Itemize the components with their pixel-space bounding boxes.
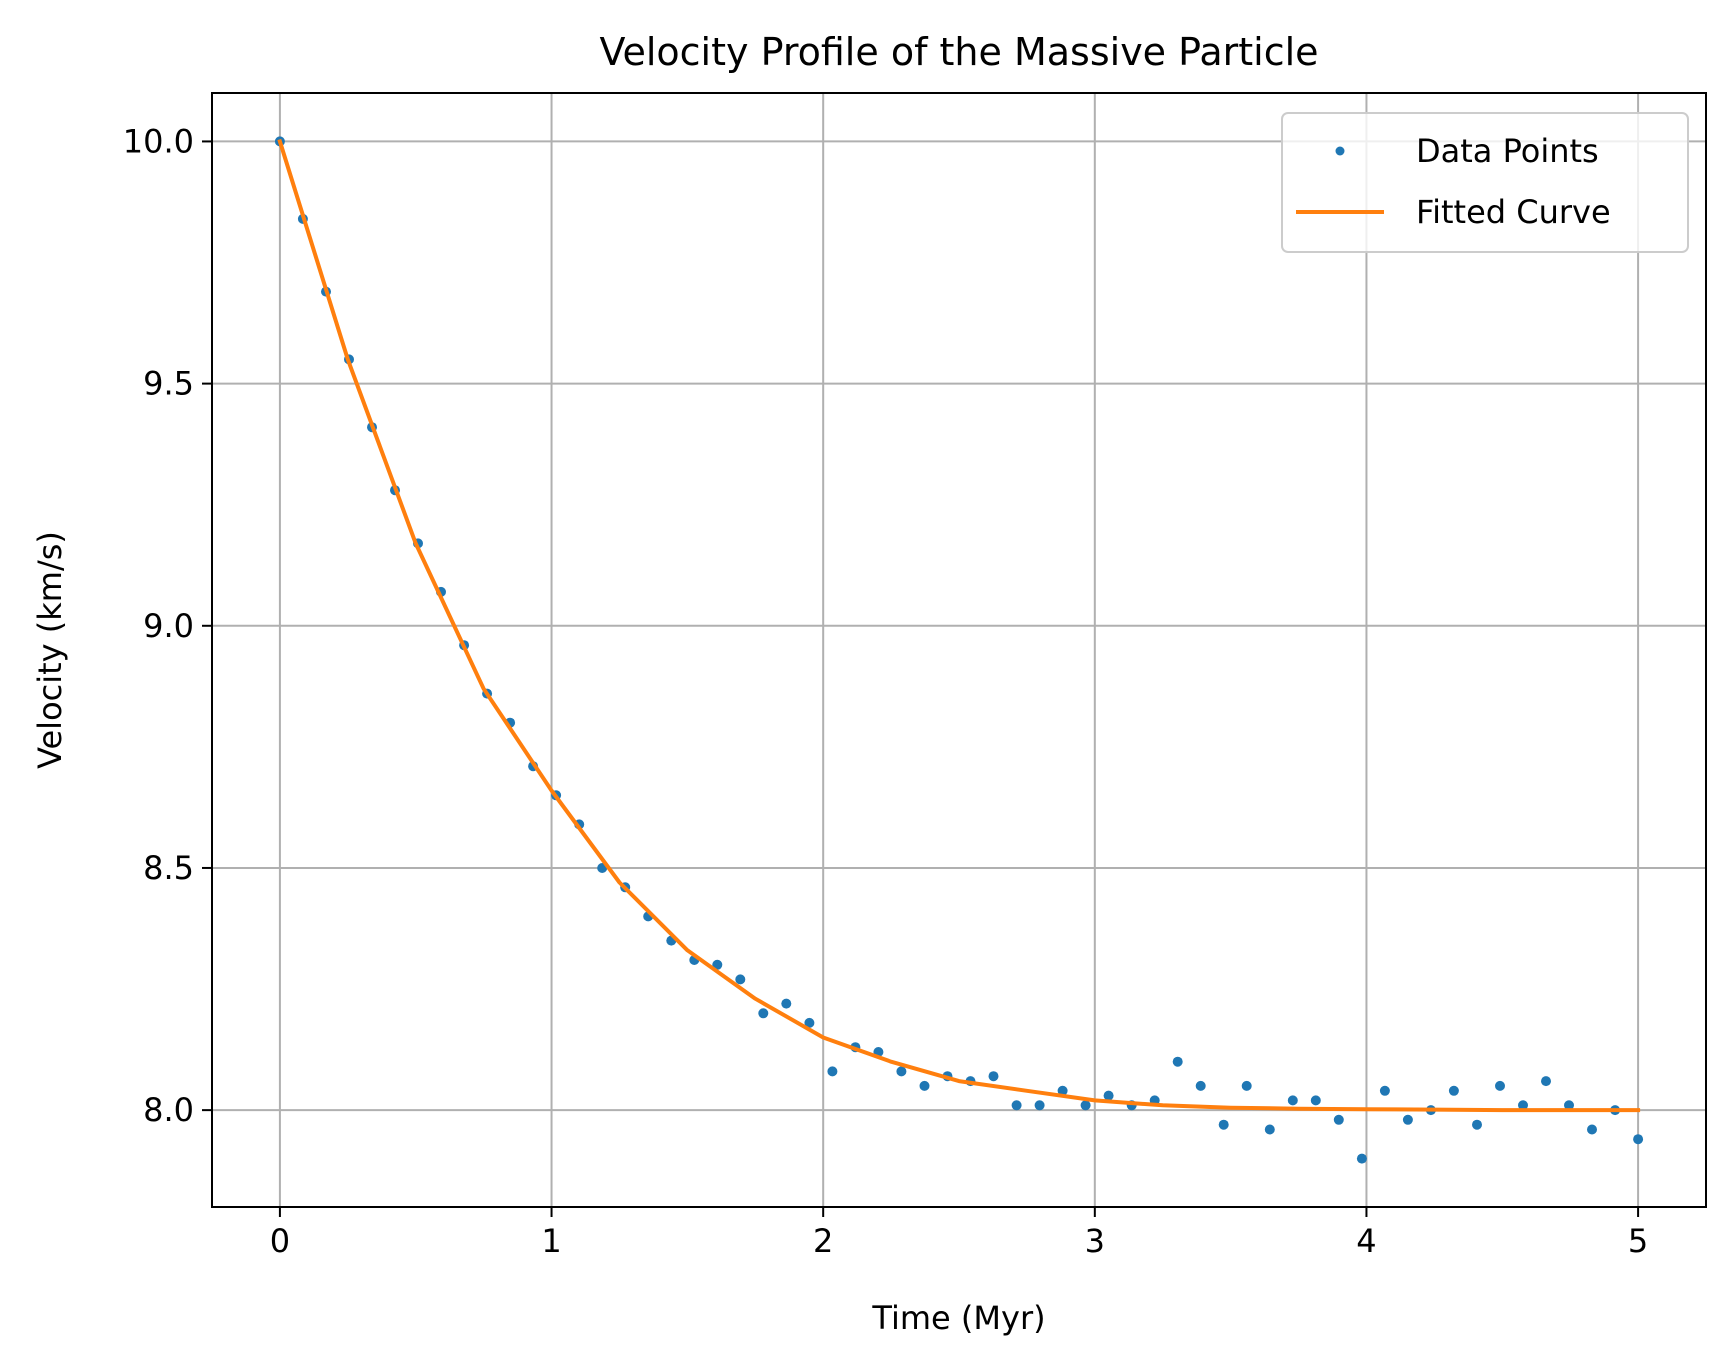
data-point xyxy=(804,1017,815,1028)
data-point xyxy=(1310,1095,1321,1106)
data-point xyxy=(781,998,792,1009)
data-point xyxy=(919,1080,930,1091)
chart-title: Velocity Profile of the Massive Particle xyxy=(599,30,1318,74)
y-tick-label: 10.0 xyxy=(123,122,194,160)
x-tick-label: 1 xyxy=(541,1222,561,1260)
data-point xyxy=(1379,1085,1390,1096)
data-point xyxy=(1356,1153,1367,1164)
data-point xyxy=(1103,1090,1114,1101)
axis-layer: 0 1 2 3 4 5 8.0 8.5 9.0 9.5 10.0 xyxy=(123,122,1649,1260)
x-axis-label: Time (Myr) xyxy=(871,1299,1045,1337)
data-point xyxy=(827,1066,838,1077)
y-axis-label: Velocity (km/s) xyxy=(31,531,69,769)
data-point xyxy=(735,974,746,985)
legend-label-fitted-curve: Fitted Curve xyxy=(1416,193,1611,231)
data-point xyxy=(1287,1095,1298,1106)
data-point xyxy=(896,1066,907,1077)
y-tick-label: 9.5 xyxy=(143,365,194,403)
data-point xyxy=(1587,1124,1597,1135)
data-point xyxy=(1448,1085,1459,1096)
data-point xyxy=(1218,1119,1229,1130)
data-point xyxy=(1080,1100,1091,1111)
data-point xyxy=(1057,1085,1068,1096)
data-point xyxy=(1172,1056,1183,1067)
data-point xyxy=(1518,1100,1528,1111)
data-point xyxy=(1541,1076,1551,1087)
data-point xyxy=(1011,1100,1022,1111)
x-tick-label: 5 xyxy=(1628,1222,1648,1260)
plot-area-background xyxy=(212,93,1706,1207)
data-point xyxy=(1333,1114,1344,1125)
x-tick-label: 0 xyxy=(270,1222,290,1260)
data-point xyxy=(1241,1080,1252,1091)
data-point xyxy=(988,1071,999,1082)
legend-box xyxy=(1281,112,1689,253)
fitted-curve-line xyxy=(277,138,1641,1113)
legend-marker-data-points xyxy=(1335,146,1345,156)
data-point xyxy=(758,1008,769,1019)
y-tick-label: 9.0 xyxy=(143,607,194,645)
y-tick-label: 8.5 xyxy=(143,849,194,887)
data-point xyxy=(712,959,723,970)
data-point xyxy=(1495,1080,1505,1091)
data-point xyxy=(1195,1080,1206,1091)
series-layer xyxy=(274,136,1644,1164)
x-tick-label: 3 xyxy=(1085,1222,1105,1260)
legend-label-data-points: Data Points xyxy=(1416,132,1599,170)
data-point xyxy=(1633,1134,1644,1145)
data-point xyxy=(1034,1100,1045,1111)
y-tick-label: 8.0 xyxy=(143,1091,194,1129)
data-point xyxy=(1402,1114,1413,1125)
x-tick-label: 4 xyxy=(1356,1222,1376,1260)
x-tick-label: 2 xyxy=(813,1222,833,1260)
data-point xyxy=(1264,1124,1275,1135)
legend: Data Points Fitted Curve xyxy=(1281,112,1689,253)
data-point xyxy=(1472,1119,1482,1130)
plot-frame xyxy=(211,92,1707,1208)
data-point xyxy=(1564,1100,1574,1111)
